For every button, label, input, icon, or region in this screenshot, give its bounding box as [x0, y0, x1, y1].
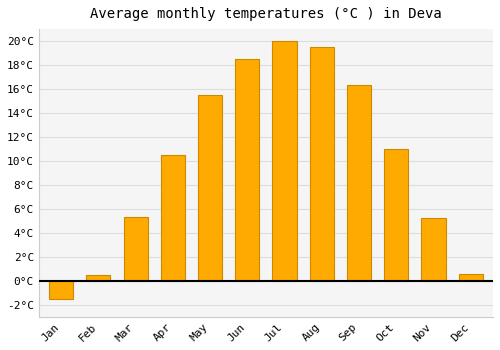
Bar: [384, 149, 408, 281]
Bar: [86, 275, 110, 281]
Bar: [310, 47, 334, 281]
Bar: [235, 59, 260, 281]
Bar: [124, 217, 148, 281]
Bar: [458, 274, 483, 281]
Bar: [272, 41, 296, 281]
Title: Average monthly temperatures (°C ) in Deva: Average monthly temperatures (°C ) in De…: [90, 7, 442, 21]
Bar: [49, 281, 73, 299]
Bar: [347, 85, 371, 281]
Bar: [198, 95, 222, 281]
Bar: [422, 218, 446, 281]
Bar: [160, 155, 185, 281]
